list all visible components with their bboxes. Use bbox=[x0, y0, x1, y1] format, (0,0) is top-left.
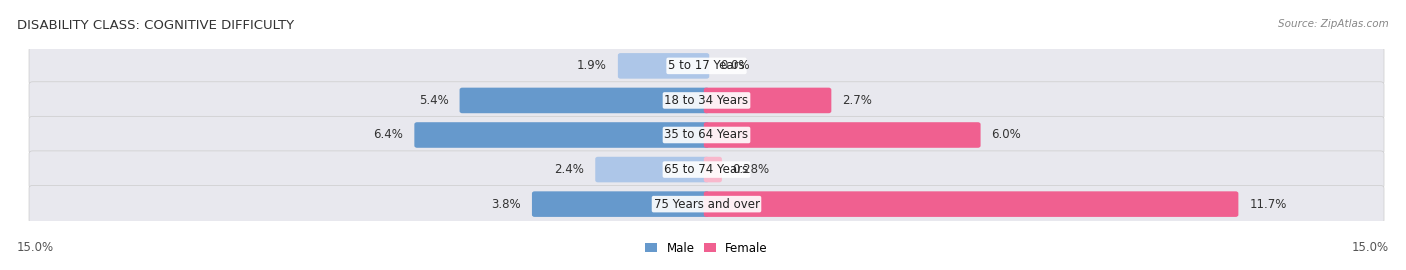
FancyBboxPatch shape bbox=[30, 151, 1384, 188]
Text: DISABILITY CLASS: COGNITIVE DIFFICULTY: DISABILITY CLASS: COGNITIVE DIFFICULTY bbox=[17, 19, 294, 32]
Text: Source: ZipAtlas.com: Source: ZipAtlas.com bbox=[1278, 19, 1389, 29]
Text: 2.7%: 2.7% bbox=[842, 94, 872, 107]
Text: 5.4%: 5.4% bbox=[419, 94, 449, 107]
Text: 6.4%: 6.4% bbox=[374, 129, 404, 141]
Text: 18 to 34 Years: 18 to 34 Years bbox=[665, 94, 748, 107]
Text: 0.28%: 0.28% bbox=[733, 163, 770, 176]
FancyBboxPatch shape bbox=[704, 88, 831, 113]
Text: 0.0%: 0.0% bbox=[720, 59, 749, 72]
Text: 75 Years and over: 75 Years and over bbox=[654, 198, 759, 211]
FancyBboxPatch shape bbox=[704, 157, 721, 182]
Text: 3.8%: 3.8% bbox=[492, 198, 522, 211]
FancyBboxPatch shape bbox=[704, 122, 980, 148]
Legend: Male, Female: Male, Female bbox=[641, 237, 772, 259]
Text: 15.0%: 15.0% bbox=[17, 241, 53, 254]
FancyBboxPatch shape bbox=[30, 116, 1384, 154]
FancyBboxPatch shape bbox=[30, 185, 1384, 223]
Text: 2.4%: 2.4% bbox=[554, 163, 585, 176]
Text: 1.9%: 1.9% bbox=[576, 59, 607, 72]
FancyBboxPatch shape bbox=[415, 122, 709, 148]
FancyBboxPatch shape bbox=[617, 53, 709, 79]
Text: 11.7%: 11.7% bbox=[1250, 198, 1286, 211]
FancyBboxPatch shape bbox=[460, 88, 709, 113]
FancyBboxPatch shape bbox=[30, 47, 1384, 85]
Text: 5 to 17 Years: 5 to 17 Years bbox=[668, 59, 745, 72]
Text: 6.0%: 6.0% bbox=[991, 129, 1021, 141]
Text: 35 to 64 Years: 35 to 64 Years bbox=[665, 129, 748, 141]
FancyBboxPatch shape bbox=[531, 191, 709, 217]
Text: 65 to 74 Years: 65 to 74 Years bbox=[665, 163, 748, 176]
FancyBboxPatch shape bbox=[30, 82, 1384, 119]
FancyBboxPatch shape bbox=[704, 191, 1239, 217]
Text: 15.0%: 15.0% bbox=[1353, 241, 1389, 254]
FancyBboxPatch shape bbox=[595, 157, 709, 182]
